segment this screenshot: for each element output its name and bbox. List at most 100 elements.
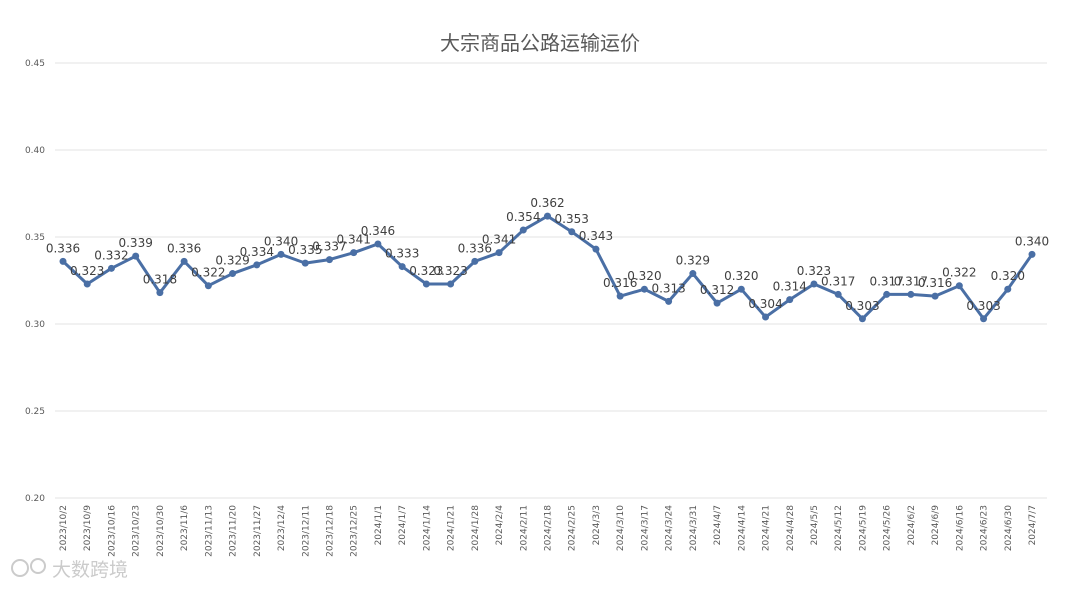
- x-tick-label: 2024/3/31: [689, 505, 699, 551]
- data-label: 0.320: [991, 269, 1025, 283]
- x-tick-label: 2024/3/3: [592, 505, 602, 545]
- data-label: 0.304: [748, 297, 782, 311]
- data-label: 0.329: [215, 254, 249, 268]
- data-label: 0.335: [288, 243, 322, 257]
- data-label: 0.323: [797, 264, 831, 278]
- data-label: 0.313: [651, 281, 685, 295]
- data-point: [1028, 250, 1036, 258]
- data-label: 0.341: [482, 233, 516, 247]
- data-label: 0.336: [167, 241, 201, 255]
- x-tick-label: 2024/1/7: [398, 505, 408, 545]
- x-tick-label: 2024/5/19: [858, 505, 868, 551]
- x-tick-label: 2023/12/18: [325, 505, 335, 557]
- data-point: [253, 261, 261, 269]
- x-tick-label: 2024/3/17: [640, 505, 650, 551]
- y-tick-label: 0.35: [25, 233, 45, 243]
- data-label: 0.329: [676, 254, 710, 268]
- data-point: [301, 259, 309, 267]
- data-point: [544, 212, 551, 220]
- data-label: 0.312: [700, 283, 734, 297]
- data-point: [980, 315, 988, 323]
- data-point: [59, 257, 67, 265]
- x-tick-label: 2024/4/14: [737, 505, 747, 551]
- data-point: [568, 228, 576, 236]
- data-label: 0.332: [94, 248, 128, 262]
- x-tick-label: 2024/5/5: [810, 505, 820, 545]
- data-point: [495, 249, 503, 257]
- x-tick-label: 2024/4/21: [762, 505, 772, 551]
- data-point: [737, 285, 745, 293]
- data-label: 0.323: [409, 264, 443, 278]
- data-point: [156, 289, 164, 297]
- data-point: [931, 292, 939, 300]
- data-point: [350, 249, 358, 257]
- series-layer: [59, 212, 1036, 323]
- x-tick-label: 2023/10/2: [59, 505, 69, 551]
- data-label: 0.303: [845, 299, 879, 313]
- data-point: [689, 270, 697, 278]
- data-label: 0.341: [337, 233, 371, 247]
- data-point: [713, 299, 721, 307]
- data-label: 0.336: [46, 241, 80, 255]
- logo-icon: [11, 558, 46, 577]
- y-tick-label: 0.25: [25, 407, 45, 417]
- x-tick-label: 2024/2/11: [519, 505, 529, 551]
- data-label: 0.334: [240, 245, 274, 259]
- data-point: [277, 250, 285, 258]
- x-tick-label: 2023/10/30: [156, 505, 166, 557]
- data-label: 0.323: [433, 264, 467, 278]
- data-point: [229, 270, 237, 278]
- data-label: 0.346: [361, 224, 395, 238]
- x-tick-label: 2024/5/26: [883, 505, 893, 551]
- y-tick-label: 0.45: [25, 59, 45, 69]
- x-tick-label: 2023/10/9: [83, 505, 93, 551]
- watermark: 大数跨境: [11, 558, 128, 581]
- x-tick-label: 2024/2/25: [568, 505, 578, 551]
- x-tick-label: 2023/11/6: [180, 505, 190, 551]
- x-tick-label: 2024/1/1: [374, 505, 384, 545]
- data-label: 0.317: [869, 274, 903, 288]
- data-label: 0.323: [70, 264, 104, 278]
- x-tick-label: 2023/10/23: [132, 505, 142, 557]
- data-point: [786, 296, 794, 304]
- x-tick-label: 2024/6/30: [1004, 505, 1014, 551]
- x-tick-label: 2024/2/4: [495, 505, 505, 546]
- data-label: 0.316: [603, 276, 637, 290]
- data-label: 0.340: [1015, 234, 1049, 248]
- data-point: [762, 313, 770, 321]
- y-tick-label: 0.20: [25, 494, 45, 504]
- data-label: 0.317: [894, 274, 928, 288]
- data-label: 0.320: [627, 269, 661, 283]
- x-tick-label: 2023/12/4: [277, 505, 287, 551]
- data-point: [883, 290, 891, 298]
- data-point: [422, 280, 430, 288]
- y-tick-label: 0.30: [25, 320, 45, 330]
- data-label: 0.339: [118, 236, 152, 250]
- data-label: 0.343: [579, 229, 613, 243]
- x-tick-label: 2024/1/21: [447, 505, 457, 551]
- x-tick-label: 2024/3/10: [616, 505, 626, 551]
- data-label: 0.318: [143, 273, 177, 287]
- x-tick-label: 2024/5/12: [834, 505, 844, 551]
- data-point: [447, 280, 455, 288]
- watermark-text: 大数跨境: [52, 559, 128, 581]
- data-point: [858, 315, 866, 323]
- data-point: [810, 280, 818, 288]
- x-tick-label: 2024/3/24: [665, 505, 675, 551]
- x-tick-label: 2023/12/11: [301, 505, 311, 557]
- data-point: [132, 252, 140, 260]
- data-label: 0.320: [724, 269, 758, 283]
- data-point: [640, 285, 648, 293]
- x-tick-label: 2023/10/16: [107, 505, 117, 557]
- y-axis-ticks: 0.20 0.25 0.30 0.35 0.40 0.45: [25, 59, 45, 504]
- data-point: [592, 245, 600, 253]
- data-point: [107, 264, 115, 272]
- x-axis-ticks: 2023/10/2 2023/10/9 2023/10/16 2023/10/23 20…: [59, 505, 1038, 557]
- x-tick-label: 2024/6/9: [931, 505, 941, 546]
- data-label: 0.337: [312, 240, 346, 254]
- data-point: [907, 290, 915, 298]
- data-labels: 0.3360.3230.3320.3390.3180.3360.3220.329…: [46, 196, 1049, 313]
- x-tick-label: 2024/7/7: [1028, 505, 1038, 545]
- data-point: [398, 263, 406, 271]
